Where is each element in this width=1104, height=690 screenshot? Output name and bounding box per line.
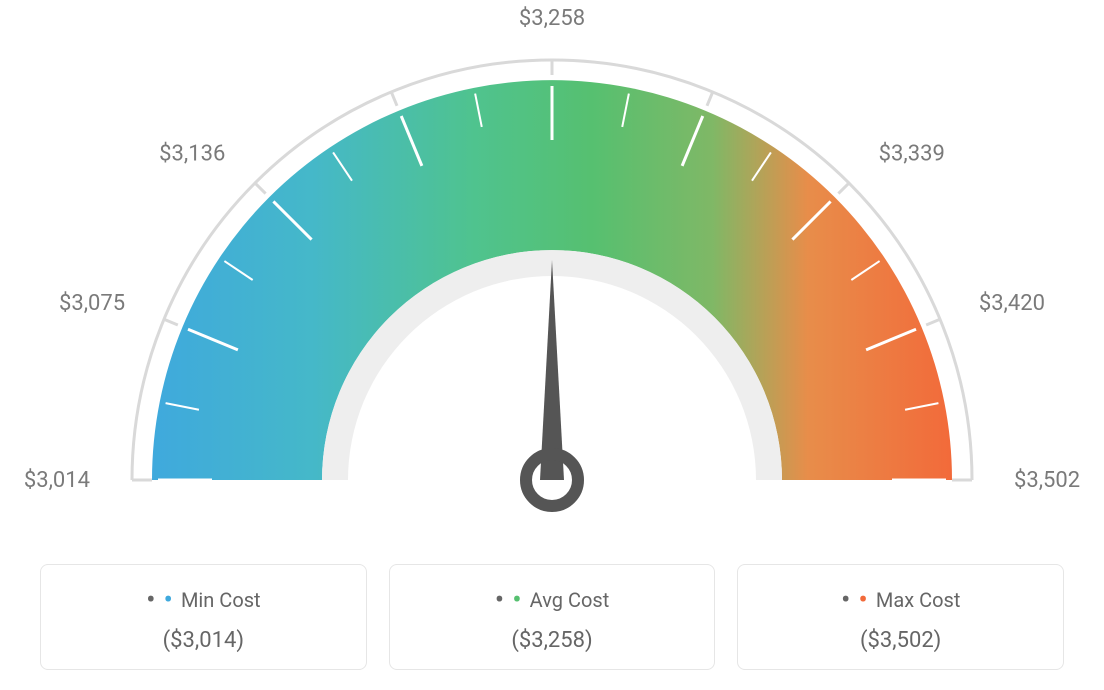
legend-max-value: ($3,502) — [748, 628, 1053, 653]
legend-avg-label: •Avg Cost — [400, 583, 705, 616]
legend-min-value: ($3,014) — [51, 628, 356, 653]
gauge-chart-container: $3,014 $3,075 $3,136 $3,258 $3,339 $3,420 $3,5… — [0, 0, 1104, 690]
legend-min-label: •Min Cost — [51, 583, 356, 616]
tick-label: $3,258 — [519, 6, 585, 31]
legend-avg-value: ($3,258) — [400, 628, 705, 653]
needle — [540, 260, 564, 480]
gauge-svg: $3,014 $3,075 $3,136 $3,258 $3,339 $3,420 $3,5… — [0, 0, 1104, 540]
tick-label: $3,014 — [24, 468, 90, 493]
tick-label: $3,075 — [59, 291, 125, 316]
gauge-area: $3,014 $3,075 $3,136 $3,258 $3,339 $3,420 $3,5… — [0, 0, 1104, 540]
tick-label: $3,502 — [1014, 468, 1080, 493]
tick-label: $3,420 — [979, 291, 1045, 316]
tick-label: $3,136 — [159, 141, 225, 166]
legend-avg: •Avg Cost ($3,258) — [389, 564, 716, 670]
legend-row: •Min Cost ($3,014) •Avg Cost ($3,258) •M… — [0, 564, 1104, 670]
legend-max-label: •Max Cost — [748, 583, 1053, 616]
legend-max: •Max Cost ($3,502) — [737, 564, 1064, 670]
legend-min: •Min Cost ($3,014) — [40, 564, 367, 670]
tick-label: $3,339 — [879, 141, 945, 166]
